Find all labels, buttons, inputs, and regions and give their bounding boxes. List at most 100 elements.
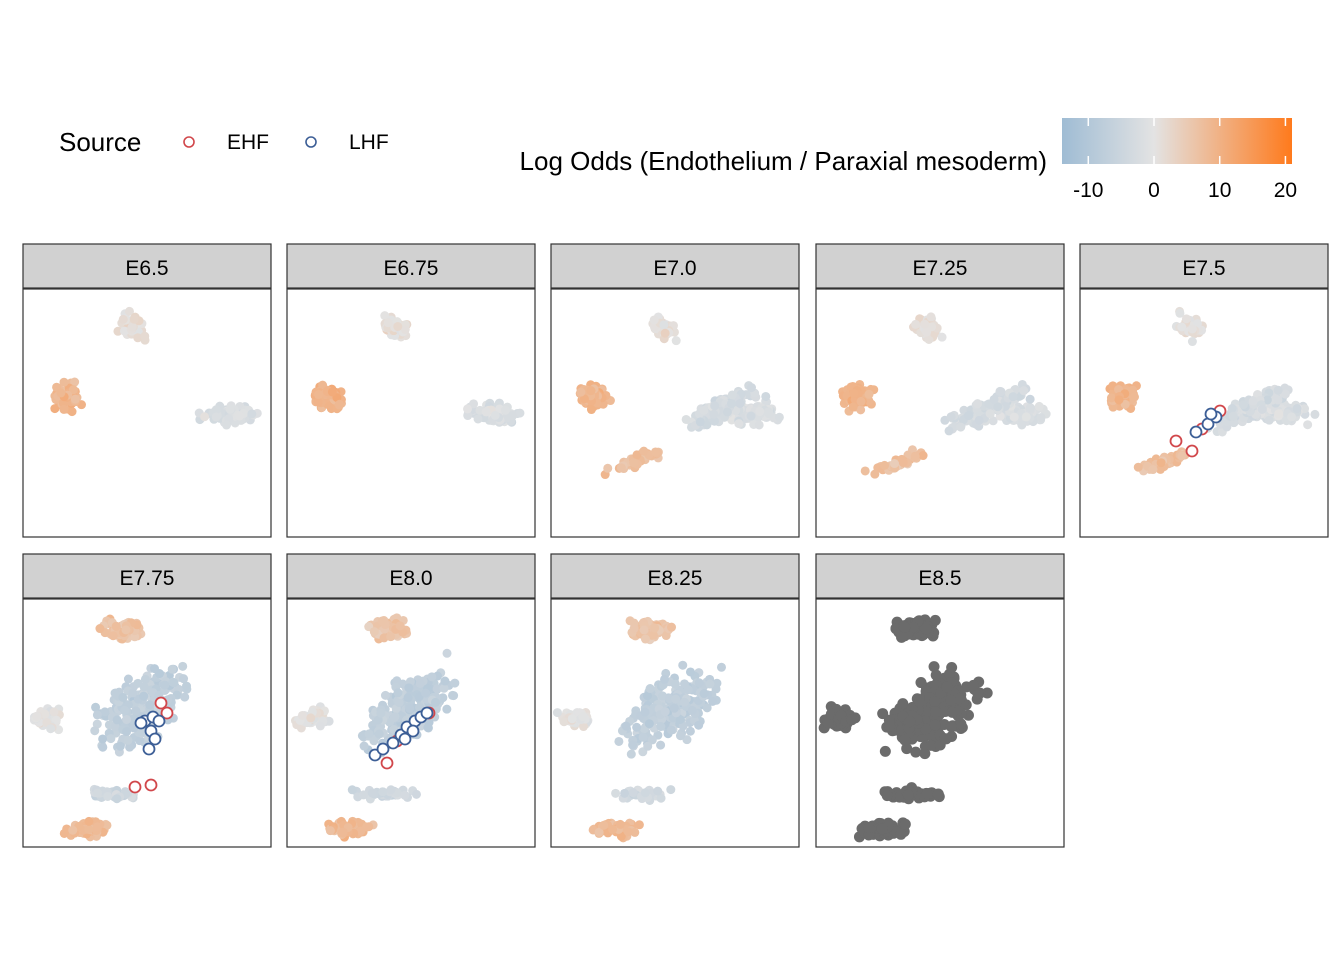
cell-point bbox=[953, 693, 965, 705]
cell-point bbox=[946, 412, 956, 422]
cell-point bbox=[996, 387, 1006, 397]
lhf-marker bbox=[134, 716, 148, 730]
cell-point bbox=[59, 404, 69, 414]
cell-point bbox=[423, 723, 433, 733]
cell-point bbox=[848, 402, 858, 412]
panel-title: E7.0 bbox=[653, 257, 696, 280]
cell-point bbox=[599, 820, 609, 830]
cell-point bbox=[709, 416, 719, 426]
cell-point bbox=[364, 822, 374, 832]
cell-point bbox=[403, 693, 413, 703]
cell-point bbox=[666, 725, 676, 735]
panel-strip bbox=[286, 553, 536, 599]
cell-point bbox=[463, 404, 473, 414]
cell-point bbox=[1156, 458, 1166, 468]
cell-point bbox=[899, 818, 911, 830]
colorbar bbox=[1062, 118, 1292, 164]
panel-strip bbox=[550, 553, 800, 599]
cell-point bbox=[380, 690, 390, 700]
cell-point bbox=[666, 785, 676, 795]
cell-point bbox=[774, 412, 784, 422]
cell-point bbox=[1181, 314, 1191, 324]
cell-point bbox=[879, 745, 891, 757]
cell-point bbox=[709, 409, 719, 419]
cell-point bbox=[656, 793, 666, 803]
cell-point bbox=[579, 394, 589, 404]
cell-point bbox=[895, 828, 907, 840]
cell-point bbox=[586, 405, 596, 415]
cell-point bbox=[567, 714, 577, 724]
panel: E7.5 bbox=[1079, 243, 1329, 538]
cell-point bbox=[955, 718, 967, 730]
cell-point bbox=[380, 311, 390, 321]
cell-point bbox=[623, 827, 633, 837]
cell-point bbox=[110, 722, 120, 732]
cell-point bbox=[929, 719, 941, 731]
cell-point bbox=[898, 458, 908, 468]
cell-point bbox=[325, 826, 335, 836]
lhf-marker bbox=[148, 732, 162, 746]
cell-point bbox=[559, 717, 569, 727]
cell-point bbox=[415, 678, 425, 688]
cell-point bbox=[427, 672, 437, 682]
facet-panels: E6.5 E6.75 E7.0 E7.25 E7.5 E7.75 E8.0 E8.25 E8.5 bbox=[22, 243, 1329, 848]
cell-point bbox=[51, 715, 61, 725]
cell-point bbox=[653, 786, 663, 796]
cell-point bbox=[864, 396, 874, 406]
ehf-marker bbox=[380, 756, 394, 770]
cell-point bbox=[118, 314, 128, 324]
panel: E6.5 bbox=[22, 243, 272, 538]
cell-point bbox=[956, 422, 966, 432]
cell-point bbox=[386, 632, 396, 642]
cell-point bbox=[856, 396, 866, 406]
cell-point bbox=[1021, 412, 1031, 422]
lhf-marker bbox=[142, 742, 156, 756]
cell-point bbox=[660, 674, 670, 684]
cell-point bbox=[734, 419, 744, 429]
cell-point bbox=[667, 622, 677, 632]
cell-point bbox=[68, 825, 78, 835]
cell-point bbox=[481, 407, 491, 417]
panel-title: E6.75 bbox=[384, 257, 439, 280]
cell-point bbox=[1187, 324, 1197, 334]
cell-point bbox=[877, 708, 889, 720]
cell-point bbox=[629, 458, 639, 468]
cell-point bbox=[367, 788, 377, 798]
panel-strip bbox=[550, 243, 800, 289]
cell-point bbox=[1017, 420, 1027, 430]
cell-point bbox=[579, 722, 589, 732]
panel-title: E8.5 bbox=[918, 567, 961, 590]
cell-point bbox=[683, 685, 693, 695]
cell-point bbox=[656, 722, 666, 732]
cell-point bbox=[926, 312, 936, 322]
cell-point bbox=[918, 451, 928, 461]
cell-point bbox=[125, 742, 135, 752]
cell-point bbox=[84, 816, 94, 826]
cell-point bbox=[123, 674, 133, 684]
cell-point bbox=[695, 417, 705, 427]
cell-point bbox=[46, 724, 56, 734]
cell-point bbox=[315, 721, 325, 731]
cell-point bbox=[405, 703, 415, 713]
cell-point bbox=[102, 820, 112, 830]
cell-point bbox=[122, 715, 132, 725]
cell-point bbox=[899, 734, 911, 746]
cell-point bbox=[1177, 322, 1187, 332]
cell-point bbox=[620, 788, 630, 798]
panel-strip bbox=[1079, 243, 1329, 289]
cell-point bbox=[1273, 395, 1283, 405]
cell-point bbox=[378, 787, 388, 797]
cell-point bbox=[507, 410, 517, 420]
cell-point bbox=[440, 676, 450, 686]
cell-point bbox=[376, 708, 386, 718]
cell-point bbox=[324, 716, 334, 726]
cell-point bbox=[314, 390, 324, 400]
cell-point bbox=[849, 389, 859, 399]
cell-point bbox=[131, 706, 141, 716]
cell-point bbox=[615, 819, 625, 829]
cell-point bbox=[178, 661, 188, 671]
cell-point bbox=[644, 719, 654, 729]
cell-point bbox=[897, 698, 909, 710]
colorbar-ticks: -10 0 10 20 bbox=[1073, 118, 1297, 202]
